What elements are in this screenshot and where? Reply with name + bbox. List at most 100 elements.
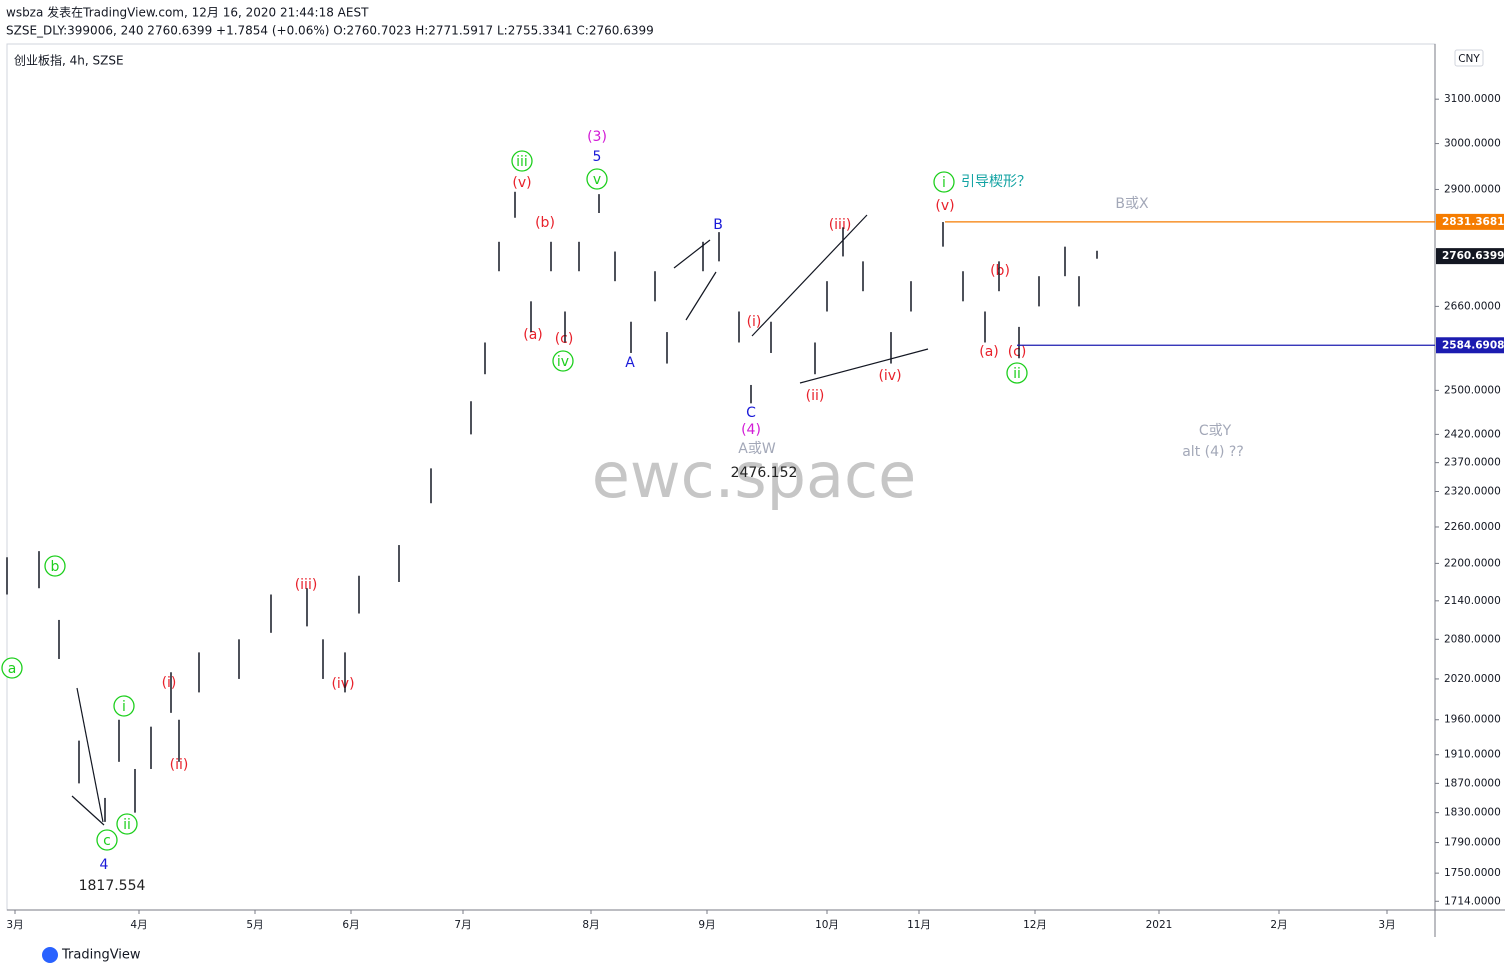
x-tick-label: 9月 — [698, 919, 715, 931]
annotations: baiiiciiiviviii(iii)(i)(ii)(iv)(v)(b)(a)… — [1, 129, 1244, 894]
y-tick-label: 1960.0000 — [1444, 714, 1501, 726]
wave-circle — [933, 171, 955, 193]
wave-label: (iv) — [331, 676, 354, 692]
brand: TradingView — [61, 948, 141, 963]
currency[interactable]: CNY — [1458, 53, 1480, 65]
wave-label: C — [746, 405, 756, 421]
wave-circle — [1006, 362, 1028, 384]
price-label-box — [1436, 337, 1504, 354]
trend-lines — [71, 214, 929, 826]
y-tick-label: 2660.0000 — [1444, 300, 1501, 312]
x-tick-label: 5月 — [246, 919, 263, 931]
header-ohlc: SZSE_DLY:399006, 240 2760.6399 +1.7854 (… — [6, 24, 654, 38]
wave-label: c — [103, 833, 111, 849]
plot-area — [6, 43, 1436, 911]
wave-circle — [44, 555, 66, 577]
wave-label: alt (4) ?? — [1182, 444, 1244, 460]
wave-circle — [116, 813, 138, 835]
price-label: 2584.6908 — [1442, 339, 1504, 351]
wave-label: b — [51, 559, 60, 575]
x-tick-label: 3月 — [1378, 919, 1395, 931]
wave-label: ii — [1013, 366, 1021, 382]
x-tick-label: 2021 — [1146, 919, 1173, 931]
x-tick-label: 8月 — [582, 919, 599, 931]
y-tick-label: 1870.0000 — [1444, 777, 1501, 789]
x-tick-label: 12月 — [1023, 919, 1047, 931]
y-tick-label: 2200.0000 — [1444, 557, 1501, 569]
x-tick-label: 2月 — [1270, 919, 1287, 931]
x-tick-label: 6月 — [342, 919, 359, 931]
wave-label: (b) — [535, 215, 555, 231]
wave-label: iv — [557, 354, 569, 370]
wave-label: i — [122, 699, 126, 715]
wave-label: ii — [123, 817, 131, 833]
y-tick-label: 1910.0000 — [1444, 749, 1501, 761]
y-tick-label: 2140.0000 — [1444, 595, 1501, 607]
wave-circle — [113, 695, 135, 717]
wave-label: A — [625, 355, 635, 371]
wave-label: 5 — [593, 149, 602, 165]
wave-label: (ii) — [806, 388, 825, 404]
wave-label: (a) — [523, 327, 543, 343]
wave-label: (v) — [512, 175, 531, 191]
symbol-label: 创业板指, 4h, SZSE — [14, 53, 124, 68]
price-label: 2760.6399 — [1442, 250, 1504, 262]
price-label-box — [1436, 248, 1504, 265]
y-tick-label: 1790.0000 — [1444, 837, 1501, 849]
brand-logo — [42, 947, 58, 963]
wave-circle — [1, 657, 23, 679]
wave-label: v — [593, 172, 601, 188]
wave-label: (iii) — [295, 577, 318, 593]
y-tick-label: 1714.0000 — [1444, 895, 1501, 907]
wave-label: A或W — [738, 441, 776, 457]
wave-label: (ii) — [170, 757, 189, 773]
y-tick-label: 2420.0000 — [1444, 428, 1501, 440]
wave-label: (v) — [935, 198, 954, 214]
y-tick-label: 3000.0000 — [1444, 138, 1501, 150]
wave-label: (iii) — [829, 217, 852, 233]
x-tick-label: 4月 — [130, 919, 147, 931]
wave-label: B — [713, 217, 723, 233]
wave-label: (b) — [990, 263, 1010, 279]
y-tick-label: 2500.0000 — [1444, 384, 1501, 396]
x-tick-label: 3月 — [6, 919, 23, 931]
wave-label: 4 — [100, 857, 109, 873]
y-tick-label: 2900.0000 — [1444, 183, 1501, 195]
y-tick-label: 2260.0000 — [1444, 521, 1501, 533]
wave-label: (i) — [747, 314, 762, 330]
y-tick-label: 1830.0000 — [1444, 807, 1501, 819]
wave-label: iii — [516, 154, 528, 170]
x-tick-label: 7月 — [454, 919, 471, 931]
wave-label: C或Y — [1199, 423, 1232, 439]
header-line: wsbza 发表在TradingView.com, 12月 16, 2020 2… — [6, 5, 369, 20]
wave-circle — [511, 150, 533, 172]
wave-label: 1817.554 — [79, 878, 146, 894]
currency-box[interactable] — [1454, 49, 1484, 67]
y-tick-label: 2370.0000 — [1444, 457, 1501, 469]
x-tick-label: 10月 — [815, 919, 839, 931]
wave-label: (3) — [587, 129, 607, 145]
watermark: ewc.space — [592, 439, 917, 512]
wave-circle — [96, 829, 118, 851]
wave-label: a — [8, 661, 17, 677]
x-tick-label: 11月 — [907, 919, 931, 931]
y-tick-label: 1750.0000 — [1444, 867, 1501, 879]
wave-label: 引导楔形？ — [961, 174, 1031, 190]
wave-label: (c) — [555, 331, 574, 347]
wave-label: (a) — [979, 344, 999, 360]
y-tick-label: 3100.0000 — [1444, 93, 1501, 105]
price-label-box — [1436, 213, 1504, 230]
y-tick-label: 2020.0000 — [1444, 673, 1501, 685]
price-label: 2831.3681 — [1442, 216, 1504, 228]
wave-label: (iv) — [878, 368, 901, 384]
wave-circle — [586, 168, 608, 190]
wave-label: B或X — [1115, 196, 1149, 212]
y-tick-label: 2320.0000 — [1444, 486, 1501, 498]
wave-label: 2476.152 — [731, 465, 798, 481]
wave-label: (i) — [162, 675, 177, 691]
wave-label: i — [942, 175, 946, 191]
wave-label: (4) — [741, 422, 761, 438]
wave-circle — [552, 350, 574, 372]
wave-label: (c) — [1008, 344, 1027, 360]
